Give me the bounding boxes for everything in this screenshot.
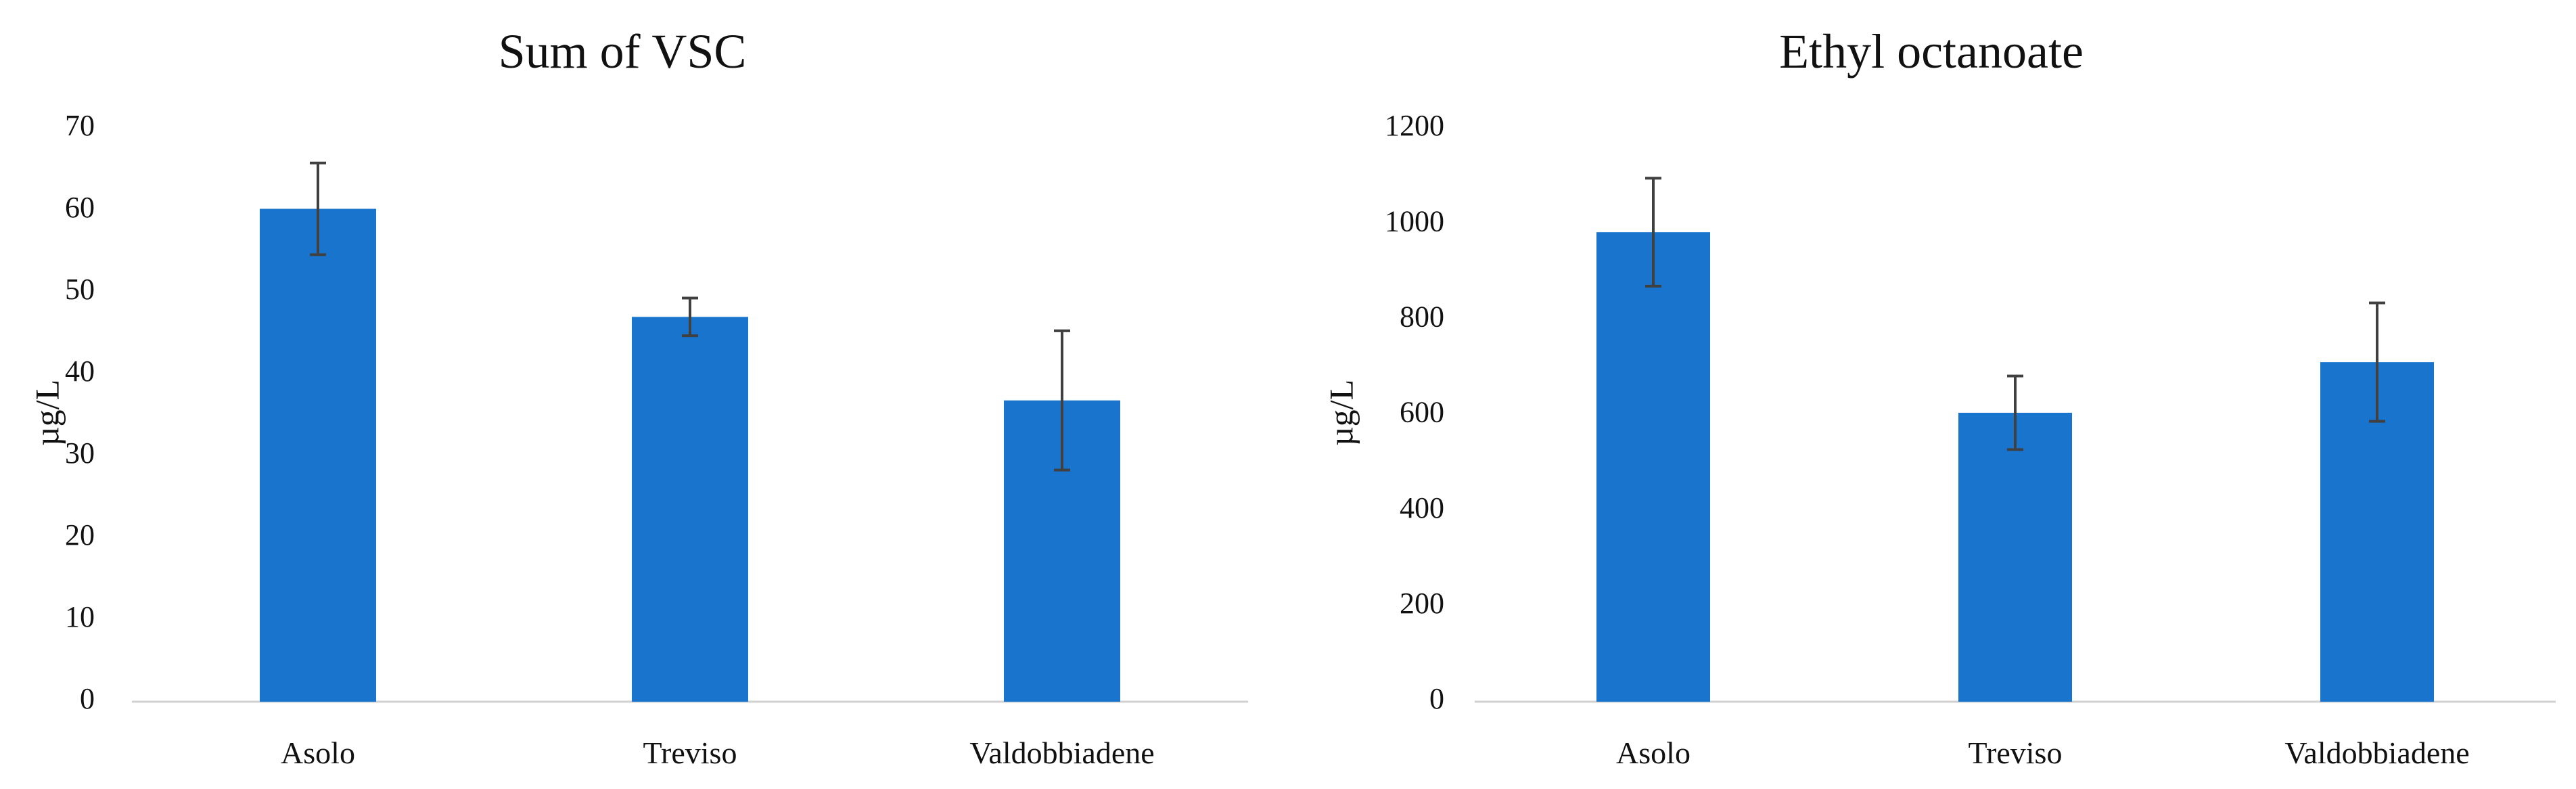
bar-treviso — [632, 317, 748, 702]
y-tick-label: 400 — [1400, 491, 1444, 524]
category-label: Asolo — [1616, 736, 1690, 770]
chart-title: Ethyl octanoate — [1779, 24, 2084, 78]
error-bar-treviso — [2007, 374, 2023, 451]
y-tick-label: 0 — [1429, 682, 1444, 715]
y-tick-label: 1200 — [1385, 109, 1444, 142]
bar-treviso — [1958, 412, 2072, 702]
y-tick-label: 30 — [65, 436, 95, 470]
category-label: Treviso — [1969, 736, 2063, 770]
bar-asolo — [1596, 232, 1710, 702]
error-bar-asolo — [310, 161, 326, 256]
y-tick-label: 60 — [65, 191, 95, 224]
category-label: Asolo — [281, 736, 355, 770]
y-tick-label: 1000 — [1385, 204, 1444, 238]
category-label: Valdobbiadene — [2284, 736, 2469, 770]
y-tick-label: 20 — [65, 518, 95, 551]
y-axis-label: µg/L — [28, 380, 66, 446]
error-bar-asolo — [1645, 177, 1661, 288]
y-tick-label: 600 — [1400, 396, 1444, 429]
chart-title: Sum of VSC — [499, 24, 747, 78]
y-tick-label: 40 — [65, 355, 95, 388]
y-tick-label: 200 — [1400, 587, 1444, 620]
category-label: Valdobbiadene — [969, 736, 1154, 770]
error-bar-treviso — [682, 296, 698, 338]
error-bar-valdobbiadene — [1054, 329, 1070, 472]
y-axis-label: µg/L — [1322, 380, 1360, 446]
y-tick-label: 0 — [80, 682, 95, 715]
bar-asolo — [260, 208, 376, 702]
y-tick-label: 10 — [65, 600, 95, 633]
y-tick-label: 70 — [65, 109, 95, 142]
error-bar-valdobbiadene — [2369, 301, 2385, 423]
y-tick-label: 800 — [1400, 300, 1444, 333]
y-tick-label: 50 — [65, 273, 95, 306]
chart-2: Ethyl octanoate µg/L 0 200 400 600 800 1000 1200… — [1322, 24, 2556, 770]
chart-1: Sum of VSC µg/L 0 10 20 30 40 50 60 70 Asolo Trevis… — [28, 24, 1248, 770]
category-label: Treviso — [643, 736, 737, 770]
